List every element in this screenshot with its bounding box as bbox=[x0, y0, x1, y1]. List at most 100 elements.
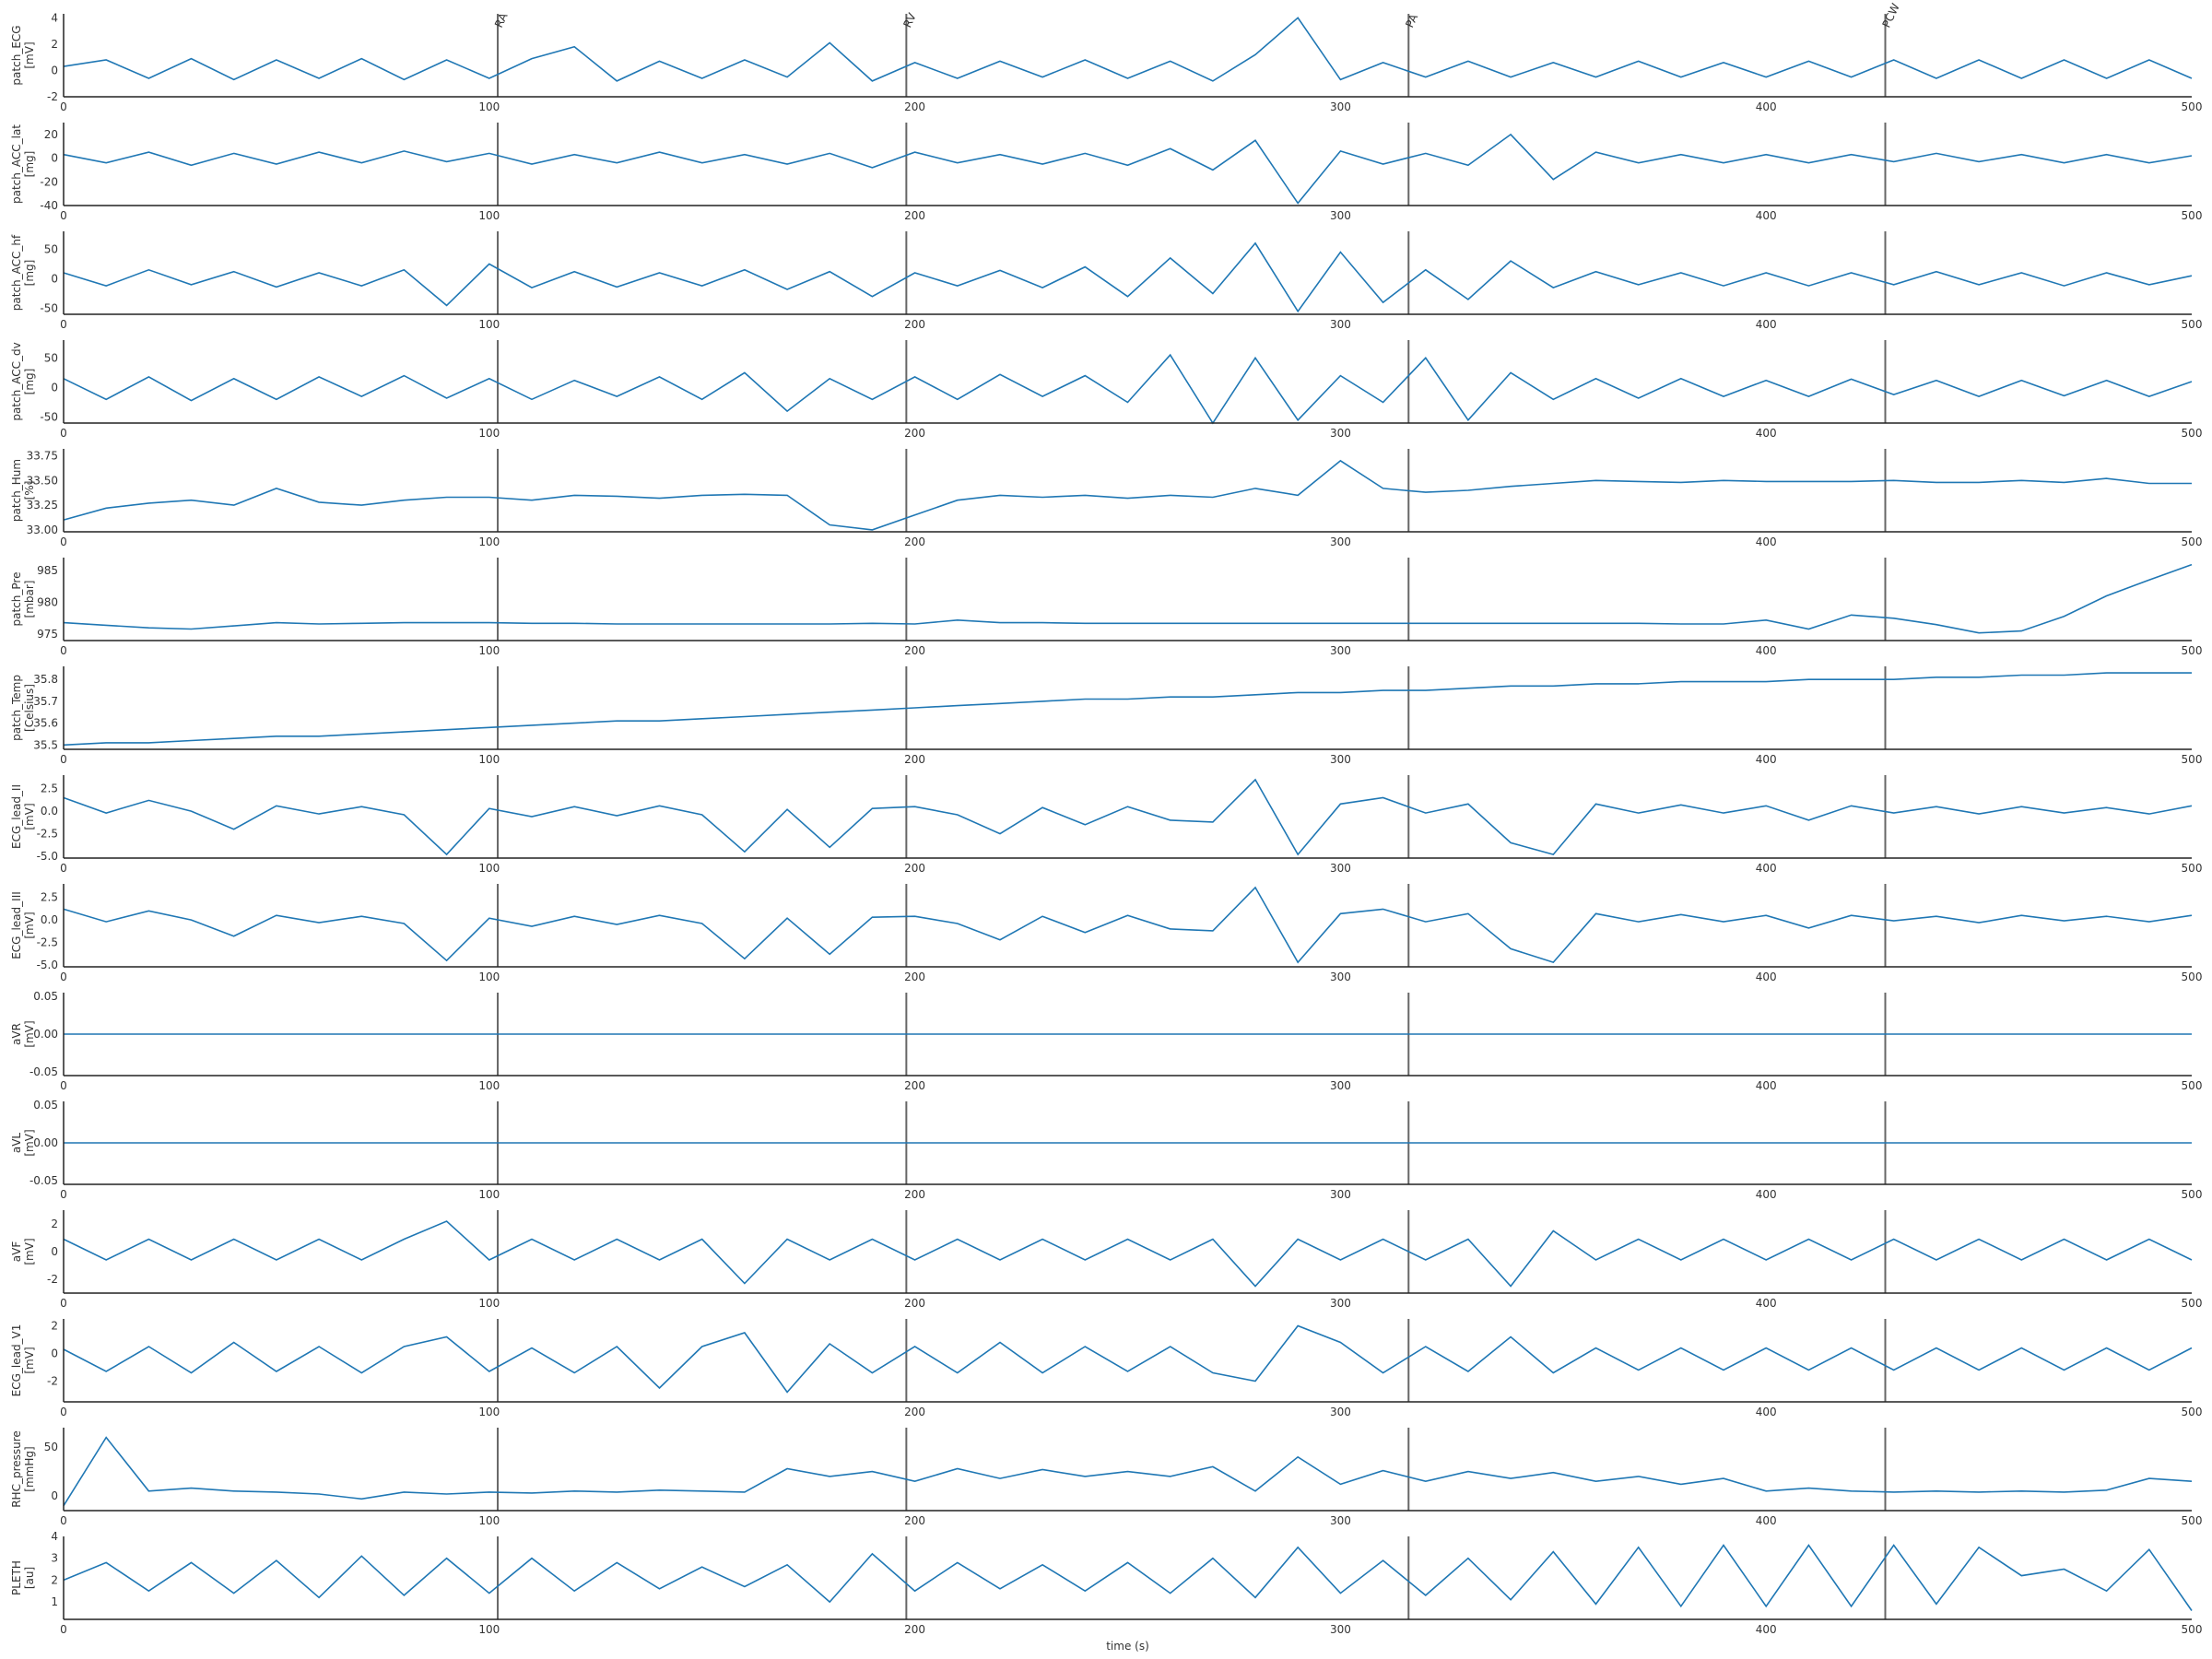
x-tick-label: 0 bbox=[60, 753, 67, 766]
y-tick-label: 0.05 bbox=[33, 1099, 58, 1112]
y-tick-label: 33.50 bbox=[27, 474, 58, 487]
y-tick-label: -2 bbox=[47, 1375, 58, 1388]
x-tick-label: 400 bbox=[1756, 1623, 1777, 1636]
y-axis-label: [mV] bbox=[23, 1347, 36, 1373]
x-tick-label: 200 bbox=[904, 1406, 925, 1418]
signal-line bbox=[63, 563, 2193, 634]
y-tick-label: -0.05 bbox=[29, 1065, 58, 1078]
y-tick-label: 0.0 bbox=[41, 805, 58, 818]
y-tick-label: -50 bbox=[40, 302, 58, 315]
y-axis-label: [mV] bbox=[23, 41, 36, 68]
x-tick-label: 0 bbox=[60, 318, 67, 331]
y-axis-label: aVR bbox=[10, 1023, 23, 1045]
x-tick-label: 400 bbox=[1756, 427, 1777, 440]
signal-line bbox=[63, 672, 2192, 747]
x-tick-label: 500 bbox=[2182, 1079, 2203, 1092]
y-tick-label: -50 bbox=[40, 411, 58, 424]
x-tick-label: 0 bbox=[60, 100, 67, 113]
x-tick-label: 0 bbox=[60, 1188, 67, 1201]
x-tick-label: 200 bbox=[904, 1079, 925, 1092]
x-tick-label: 0 bbox=[60, 535, 67, 548]
y-tick-label: -0.05 bbox=[29, 1174, 58, 1187]
x-tick-label: 200 bbox=[904, 1188, 925, 1201]
y-tick-label: 0 bbox=[51, 1489, 58, 1502]
x-tick-label: 300 bbox=[1330, 1297, 1351, 1310]
y-axis-label: [mmHg] bbox=[23, 1446, 36, 1491]
x-tick-label: 500 bbox=[2182, 862, 2203, 875]
y-axis-label: patch_ACC_hf bbox=[10, 234, 23, 311]
y-tick-label: 3 bbox=[51, 1552, 58, 1565]
x-tick-label: 400 bbox=[1756, 862, 1777, 875]
x-tick-label: 200 bbox=[904, 644, 925, 657]
x-tick-label: 100 bbox=[478, 318, 500, 331]
y-tick-label: -2.5 bbox=[37, 936, 58, 949]
signal-line bbox=[63, 459, 2192, 531]
x-tick-label: 500 bbox=[2182, 318, 2203, 331]
signal-line bbox=[63, 1436, 2193, 1507]
y-tick-label: 2 bbox=[51, 1320, 58, 1333]
y-tick-label: 33.75 bbox=[27, 450, 58, 463]
y-axis-label: [mV] bbox=[23, 1020, 36, 1047]
signal-line bbox=[63, 353, 2193, 425]
signal-line bbox=[63, 17, 2193, 82]
y-tick-label: 33.00 bbox=[27, 524, 58, 536]
y-axis-label: ECG_lead_V1 bbox=[10, 1324, 23, 1397]
y-axis-label: patch_Pre bbox=[10, 572, 23, 627]
x-tick-label: 100 bbox=[478, 535, 500, 548]
y-axis-label: patch_ACC_lat bbox=[10, 124, 23, 204]
x-tick-label: 400 bbox=[1756, 1514, 1777, 1527]
y-tick-label: 2.5 bbox=[41, 782, 58, 795]
x-tick-label: 300 bbox=[1330, 209, 1351, 222]
y-axis-label: [mV] bbox=[23, 803, 36, 830]
y-axis-label: [mV] bbox=[23, 1238, 36, 1265]
signal-line bbox=[63, 133, 2193, 205]
x-tick-label: 300 bbox=[1330, 1406, 1351, 1418]
event-label: RV bbox=[900, 10, 919, 29]
y-tick-label: 2.5 bbox=[41, 891, 58, 904]
signal-line bbox=[63, 241, 2193, 313]
y-tick-label: 4 bbox=[51, 1530, 58, 1543]
y-tick-label: 0 bbox=[51, 272, 58, 285]
y-tick-label: -40 bbox=[40, 199, 58, 212]
y-tick-label: 1 bbox=[51, 1595, 58, 1608]
y-axis-label: patch_Hum bbox=[10, 459, 23, 522]
y-axis-label: patch_Temp bbox=[10, 675, 23, 741]
x-tick-label: 400 bbox=[1756, 209, 1777, 222]
x-tick-label: 200 bbox=[904, 209, 925, 222]
x-tick-label: 200 bbox=[904, 1623, 925, 1636]
x-tick-label: 200 bbox=[904, 1514, 925, 1527]
x-tick-label: 400 bbox=[1756, 318, 1777, 331]
x-tick-label: 100 bbox=[478, 1188, 500, 1201]
x-tick-label: 500 bbox=[2182, 535, 2203, 548]
x-tick-label: 0 bbox=[60, 1514, 67, 1527]
y-tick-label: 2 bbox=[51, 38, 58, 51]
x-tick-label: 0 bbox=[60, 644, 67, 657]
y-axis-label: [mg] bbox=[23, 369, 36, 395]
x-tick-label: 100 bbox=[478, 1514, 500, 1527]
signal-line bbox=[63, 1220, 2193, 1288]
x-tick-label: 400 bbox=[1756, 1188, 1777, 1201]
y-tick-label: 985 bbox=[37, 564, 58, 577]
y-tick-label: 2 bbox=[51, 1573, 58, 1586]
y-axis-label: [mg] bbox=[23, 260, 36, 287]
x-tick-label: 0 bbox=[60, 1406, 67, 1418]
y-tick-label: -2 bbox=[47, 90, 58, 103]
y-tick-label: 50 bbox=[44, 1441, 58, 1453]
y-tick-label: 0 bbox=[51, 1245, 58, 1258]
x-tick-label: 400 bbox=[1756, 1406, 1777, 1418]
y-axis-label: [mV] bbox=[23, 1129, 36, 1156]
y-tick-label: 0.0 bbox=[41, 913, 58, 926]
x-tick-label: 500 bbox=[2182, 1623, 2203, 1636]
x-tick-label: 500 bbox=[2182, 209, 2203, 222]
x-tick-label: 300 bbox=[1330, 1514, 1351, 1527]
x-tick-label: 500 bbox=[2182, 1297, 2203, 1310]
y-tick-label: -5.0 bbox=[37, 850, 58, 863]
x-tick-label: 0 bbox=[60, 427, 67, 440]
x-tick-label: 400 bbox=[1756, 971, 1777, 983]
x-tick-label: 300 bbox=[1330, 862, 1351, 875]
y-tick-label: 4 bbox=[51, 11, 58, 24]
x-tick-label: 100 bbox=[478, 209, 500, 222]
y-axis-label: [au] bbox=[23, 1567, 36, 1589]
x-tick-label: 0 bbox=[60, 1623, 67, 1636]
